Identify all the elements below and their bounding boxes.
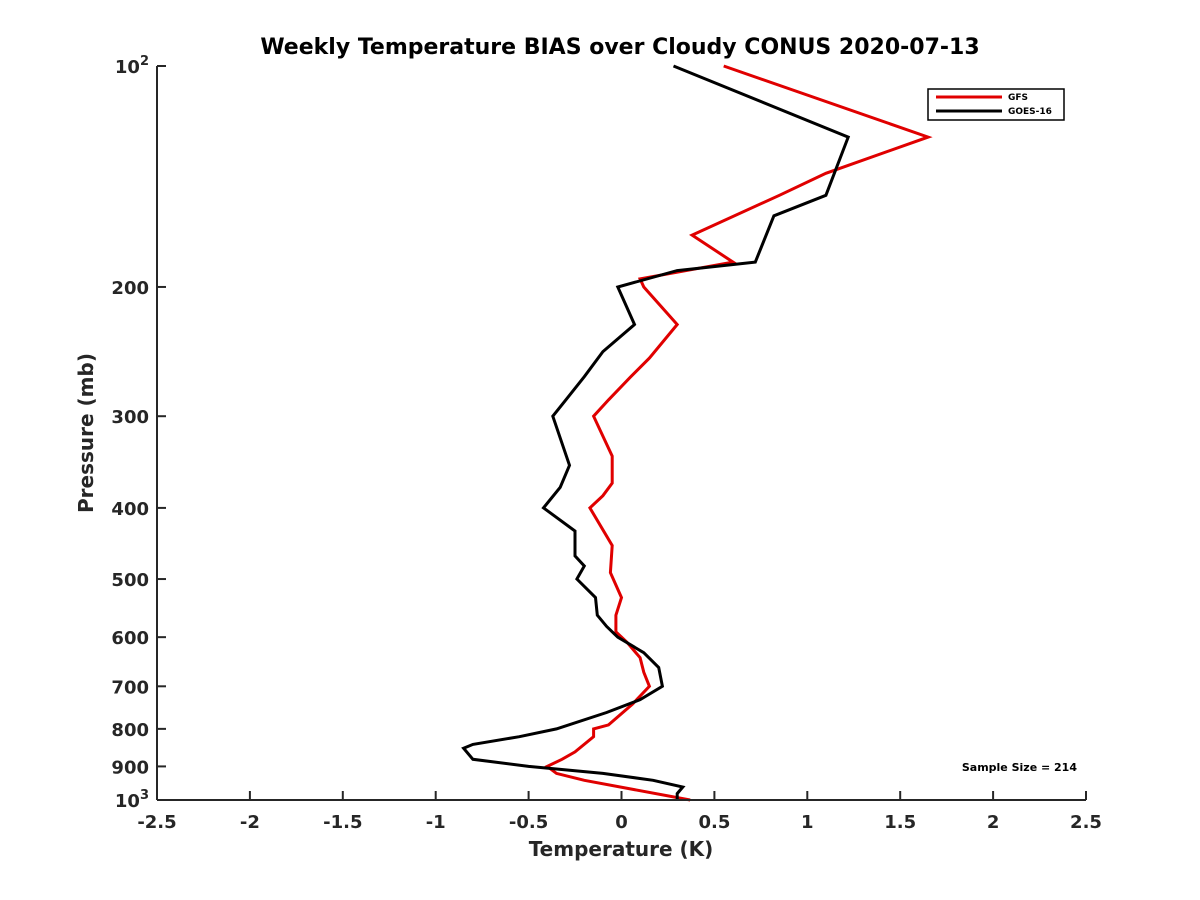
series-line-goes-16 [461, 64, 851, 800]
legend-label-goes-16: GOES-16 [1008, 107, 1052, 117]
x-tick-label: 1 [801, 812, 814, 833]
legend: GFS GOES-16 [927, 88, 1065, 121]
y-tick-label: 400 [111, 499, 149, 520]
y-tick-label: 600 [111, 628, 149, 649]
x-tick-label: -2.5 [137, 812, 176, 833]
series-line-gfs [544, 64, 933, 802]
x-tick-label: -1.5 [323, 812, 362, 833]
legend-box [927, 88, 1065, 121]
legend-entries: GFS GOES-16 [936, 93, 1052, 117]
x-tick-label: -2 [240, 812, 260, 833]
x-tick-label: -1 [426, 812, 446, 833]
y-tick-label: 900 [111, 757, 149, 778]
y-tick-label: 700 [111, 677, 149, 698]
y-axis-label: Pressure (mb) [74, 353, 98, 513]
y-tick-label: 102 [115, 54, 149, 78]
y-tick-label: 200 [111, 278, 149, 299]
chart-title: Weekly Temperature BIAS over Cloudy CONU… [260, 35, 979, 60]
sample-size-annotation: Sample Size = 214 [962, 761, 1077, 774]
y-tick-label: 103 [115, 788, 149, 812]
y-tick-label: 800 [111, 720, 149, 741]
x-tick-label: 2 [987, 812, 1000, 833]
y-tick-label: 500 [111, 570, 149, 591]
ticks-layer: -2.5 -2 -1.5 -1 -0.5 0 0.5 1 1.5 2 2.5 102 200 300 400… [111, 54, 1102, 833]
x-tick-label: 0.5 [698, 812, 730, 833]
x-tick-label: -0.5 [509, 812, 548, 833]
legend-label-gfs: GFS [1008, 93, 1028, 103]
x-tick-label: 1.5 [884, 812, 916, 833]
x-tick-label: 2.5 [1070, 812, 1102, 833]
series-layer [461, 64, 933, 802]
x-axis-label: Temperature (K) [529, 837, 714, 861]
x-tick-label: 0 [615, 812, 628, 833]
y-tick-label: 300 [111, 407, 149, 428]
axes-layer [156, 66, 1086, 801]
